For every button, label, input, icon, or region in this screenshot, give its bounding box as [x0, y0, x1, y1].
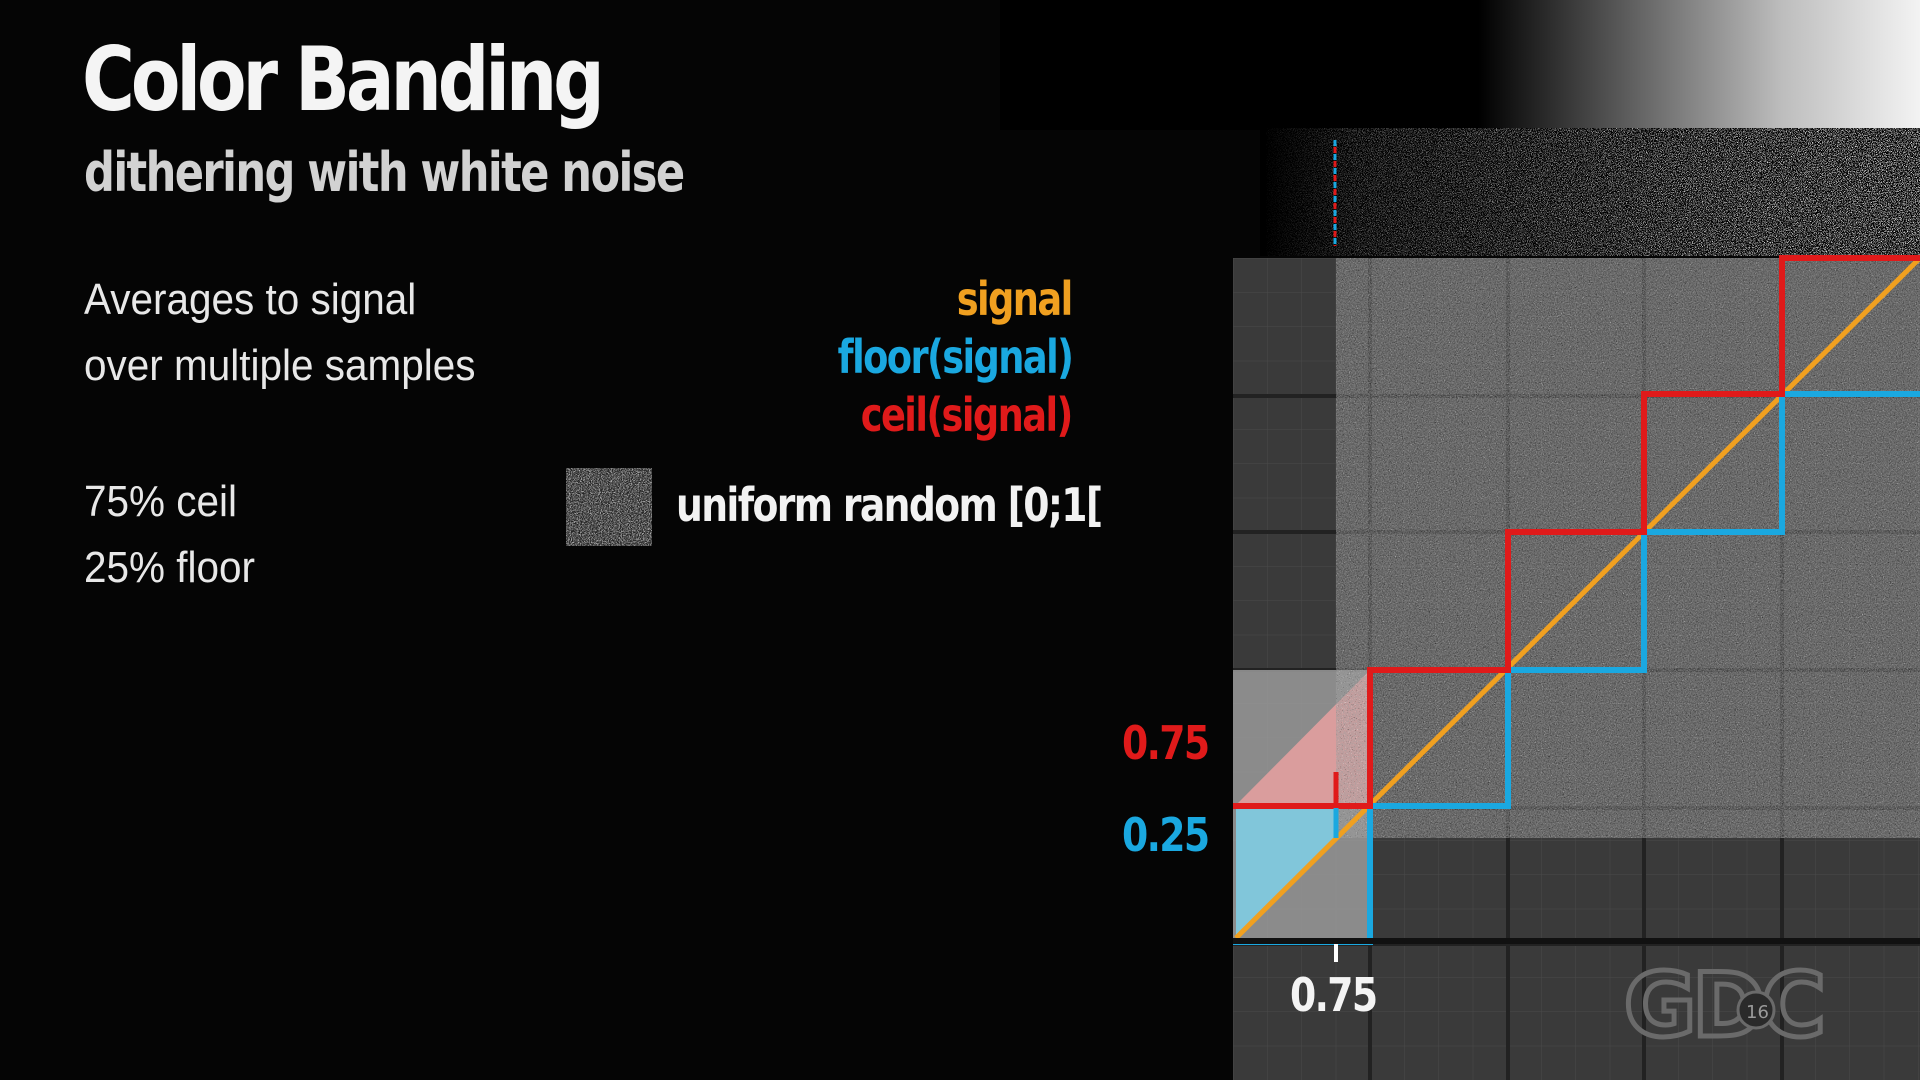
x-value-label: 0.75 [1289, 968, 1377, 1022]
legend-ceil: ceil(signal) [861, 388, 1074, 442]
stat-floor: 25% floor [84, 543, 256, 592]
slide-title: Color Banding [82, 28, 605, 131]
ceil-staircase [1233, 255, 1920, 809]
svg-text:GDC: GDC [1624, 960, 1822, 1050]
slide-subtitle: dithering with white noise [84, 141, 685, 204]
floor-fill-region [1236, 805, 1336, 938]
uniform-random-label: uniform random [0;1[ [676, 478, 1103, 532]
signal-line [1234, 256, 1920, 940]
body-line-2: over multiple samples [84, 341, 476, 390]
stat-ceil: 75% ceil [84, 477, 238, 526]
svg-text:16: 16 [1746, 1002, 1769, 1023]
ceil-fill-region [1236, 670, 1370, 805]
dithered-gradient-band [1000, 0, 1920, 256]
noise-swatch-icon [566, 468, 652, 546]
legend-floor: floor(signal) [837, 330, 1073, 384]
body-line-1: Averages to signal [84, 275, 417, 324]
floor-staircase [1233, 391, 1920, 945]
legend-signal: signal [957, 272, 1074, 326]
gdc-logo-icon: GDC 16 [1624, 960, 1828, 1050]
floor-value-label: 0.25 [1121, 808, 1209, 862]
ceil-value-label: 0.75 [1121, 716, 1209, 770]
